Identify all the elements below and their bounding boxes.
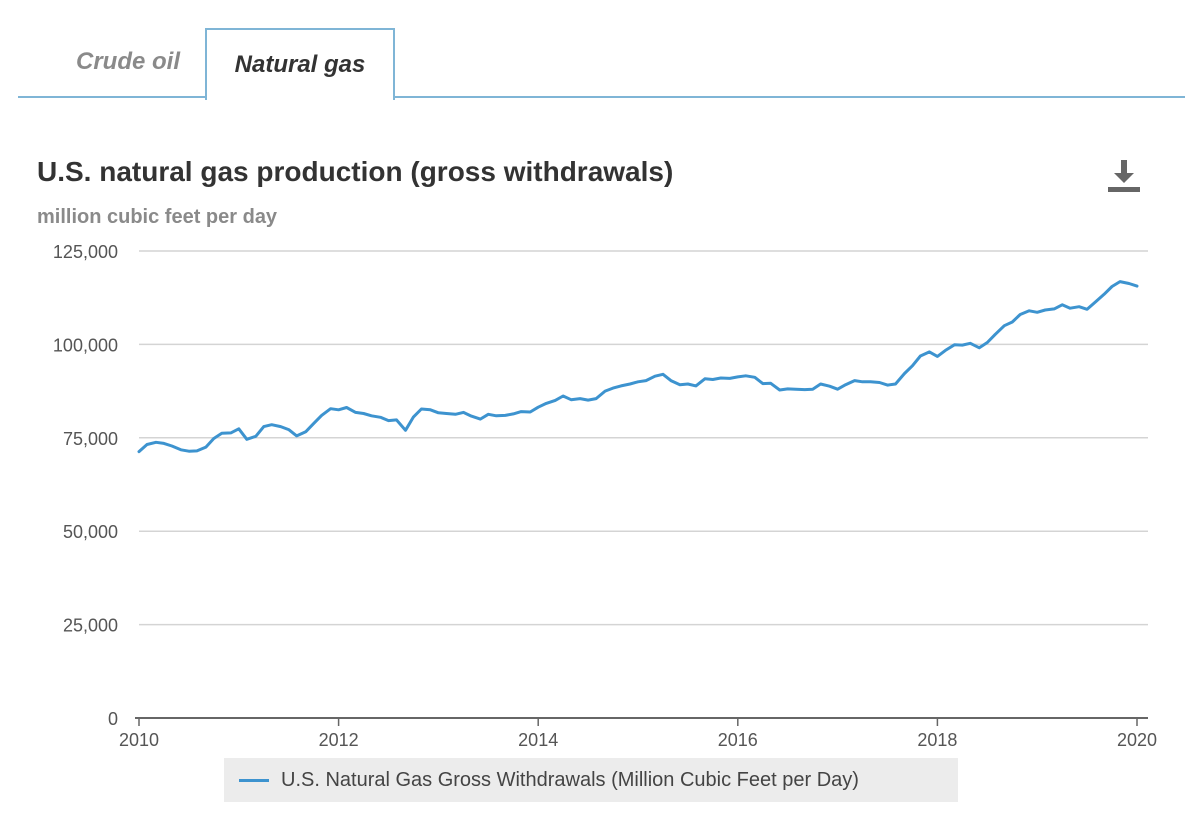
legend-swatch: [239, 778, 269, 782]
chart-unit-label: million cubic feet per day: [37, 206, 278, 228]
series-line-gross-withdrawals: [137, 280, 1139, 454]
legend-label: U.S. Natural Gas Gross Withdrawals (Mill…: [281, 768, 859, 791]
line-chart: 0 25,000 50,000 75,000 100,000 125,000 2010 201…: [53, 242, 1157, 750]
tab-natural-gas[interactable]: Natural gas: [205, 28, 395, 100]
download-button[interactable]: [1104, 158, 1144, 198]
y-tick-label: 0: [108, 709, 118, 729]
chart-title: U.S. natural gas production (gross withd…: [37, 156, 674, 187]
x-tick-label: 2012: [319, 730, 359, 750]
x-tick-label: 2014: [518, 730, 558, 750]
y-tick-label: 50,000: [63, 522, 118, 542]
legend[interactable]: U.S. Natural Gas Gross Withdrawals (Mill…: [224, 758, 958, 802]
x-tick-label: 2010: [119, 730, 159, 750]
tab-bar: Crude oil Natural gas: [18, 28, 1185, 100]
x-tick-label: 2020: [1117, 730, 1157, 750]
x-tick-label: 2018: [917, 730, 957, 750]
y-tick-label: 100,000: [53, 335, 118, 355]
download-icon: [1108, 160, 1140, 192]
tab-divider: [18, 96, 1185, 98]
tab-crude-oil[interactable]: Crude oil: [75, 48, 180, 75]
y-tick-label: 75,000: [63, 429, 118, 449]
x-tick-label: 2016: [718, 730, 758, 750]
y-tick-label: 125,000: [53, 242, 118, 262]
y-tick-label: 25,000: [63, 616, 118, 636]
